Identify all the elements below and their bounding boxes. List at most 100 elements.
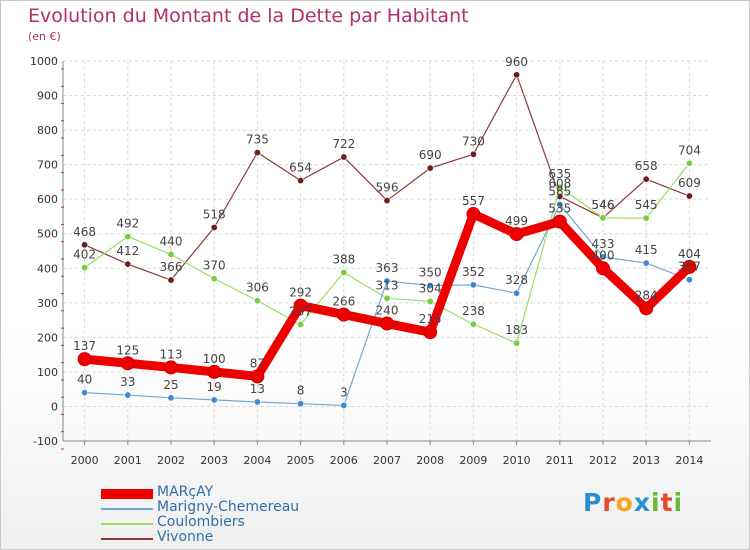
data-label: 33 [120,375,135,389]
legend-swatch [101,523,153,525]
legend-label: MARçAY [157,484,214,500]
data-point [253,149,261,157]
y-tick-label: 600 [37,193,58,206]
data-label: 546 [592,198,615,212]
data-point [293,298,308,313]
data-point [253,398,261,406]
data-label: 412 [116,244,139,258]
data-label: 596 [376,181,399,195]
data-label: 350 [419,266,442,280]
legend-label: Coulombiers [157,514,245,530]
data-point [124,232,132,240]
data-label: 400 [592,248,615,262]
data-point [642,259,650,267]
data-label: 266 [332,295,355,309]
data-label: 370 [203,259,226,273]
data-label: 658 [635,159,658,173]
data-point [340,268,348,276]
data-point [164,360,178,375]
data-point [383,277,391,285]
data-point [383,294,391,302]
data-point [297,400,305,408]
y-tick-label: 500 [37,228,58,241]
y-tick-label: 1000 [30,55,58,68]
data-label: 125 [116,343,139,357]
data-label: 328 [505,273,528,287]
data-point [340,153,348,161]
data-label: 313 [376,278,399,292]
data-point [639,301,654,316]
data-label: 960 [505,55,528,69]
data-point [642,175,650,183]
data-point [513,71,521,79]
data-label: 735 [246,133,269,147]
data-label: 215 [419,312,442,326]
data-point [81,389,89,397]
x-tick-label: 2014 [675,454,703,467]
data-label: 240 [376,304,399,318]
data-point [297,321,305,329]
x-tick-label: 2011 [546,454,574,467]
x-tick-label: 2005 [287,454,315,467]
data-label: 19 [207,380,222,394]
x-tick-label: 2008 [416,454,444,467]
x-tick-label: 2007 [373,454,401,467]
data-point [210,224,218,232]
data-point [599,214,607,222]
data-point [77,352,92,367]
legend-label: Vivonne [157,529,214,545]
data-label: 654 [289,161,312,175]
data-label: 557 [462,194,485,208]
x-tick-label: 2000 [71,454,99,467]
data-label: 183 [505,323,528,337]
data-point [167,394,175,402]
data-label: 113 [160,347,183,361]
y-tick-label: 100 [37,366,58,379]
logo-letter: r [602,488,616,517]
y-tick-label: 0 [51,400,58,413]
data-label: 352 [462,265,485,279]
data-label: 292 [289,286,312,300]
data-label: 100 [203,352,226,366]
legend-label: Marigny-Chemereau [157,499,300,515]
data-point [513,339,521,347]
x-tick-label: 2006 [330,454,358,467]
data-point [596,261,610,276]
data-point [383,197,391,205]
data-point [469,150,477,158]
data-point [685,192,693,200]
data-label: 468 [73,225,96,239]
data-label: 730 [462,134,485,148]
data-label: 433 [592,237,615,251]
x-tick-label: 2003 [200,454,228,467]
proxiti-logo: Proxiti [583,488,683,517]
data-label: 492 [116,216,139,230]
data-point [167,276,175,284]
data-label: 40 [77,373,92,387]
data-label: 137 [73,339,96,353]
data-point [167,250,175,258]
data-point [426,164,434,172]
logo-letter: x [633,488,651,517]
data-label: 722 [332,137,355,151]
data-point [81,264,89,272]
unit-label: (en €) [28,30,61,43]
data-point [466,207,481,222]
x-tick-label: 2004 [243,454,271,467]
data-point [81,241,89,249]
data-point [210,396,218,404]
x-tick-label: 2009 [459,454,487,467]
data-point [556,200,564,208]
data-label: 284 [635,288,658,302]
data-point [469,281,477,289]
data-point [552,214,567,229]
data-label: 499 [505,214,528,228]
logo-letter: P [583,488,603,517]
data-label: 535 [548,202,571,216]
data-point [426,282,434,290]
data-point [423,325,438,340]
y-tick-label: 800 [37,124,58,137]
data-point [685,276,693,284]
